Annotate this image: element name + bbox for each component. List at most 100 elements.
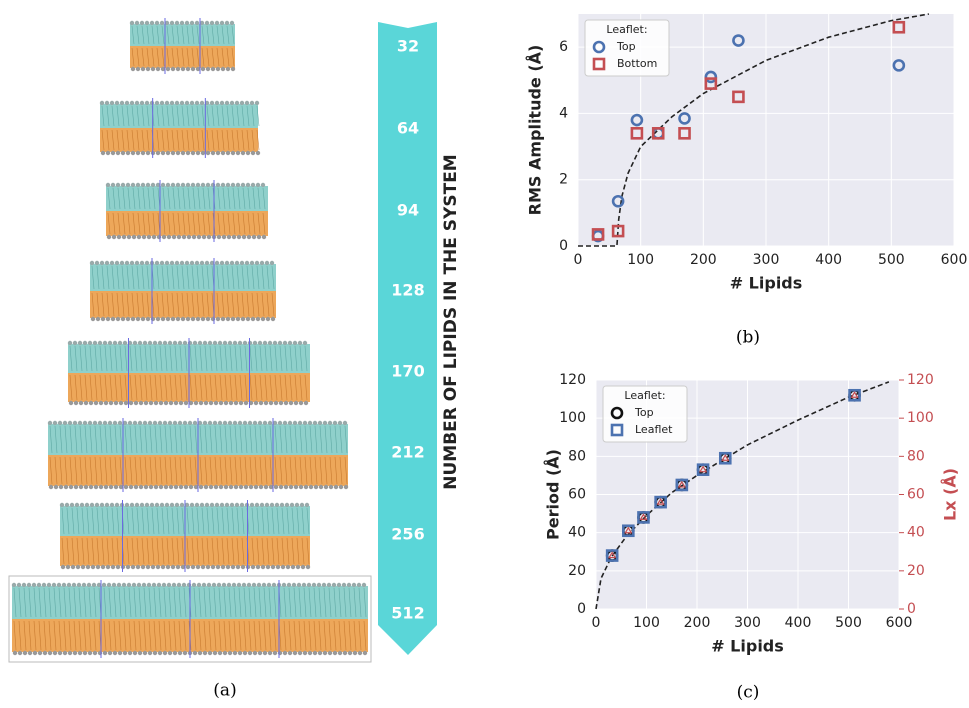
headgroup bbox=[135, 66, 141, 72]
tail bbox=[119, 345, 123, 372]
point bbox=[848, 388, 861, 402]
headgroup bbox=[184, 100, 190, 106]
tail bbox=[196, 537, 200, 565]
tail bbox=[184, 425, 188, 454]
tail bbox=[226, 129, 230, 151]
tail bbox=[274, 345, 278, 372]
headgroup bbox=[172, 420, 178, 426]
tail bbox=[166, 129, 170, 151]
tail bbox=[119, 456, 123, 485]
headgroup bbox=[74, 502, 80, 508]
headgroup bbox=[150, 564, 156, 570]
tail bbox=[221, 129, 225, 151]
headgroup bbox=[313, 484, 319, 490]
point bbox=[624, 526, 633, 534]
headgroup bbox=[203, 484, 209, 490]
tail bbox=[242, 187, 246, 210]
tail bbox=[181, 507, 185, 535]
headgroup bbox=[92, 420, 98, 426]
tail bbox=[249, 345, 253, 372]
headgroup bbox=[82, 420, 88, 426]
headgroup bbox=[185, 316, 191, 322]
headgroup bbox=[124, 100, 130, 106]
y2-tick-label: 20 bbox=[907, 563, 925, 579]
tail bbox=[121, 265, 125, 290]
tail bbox=[64, 456, 68, 485]
headgroup bbox=[155, 66, 161, 72]
headgroup bbox=[205, 66, 211, 72]
tail bbox=[131, 25, 135, 45]
headgroup bbox=[177, 650, 183, 656]
tail bbox=[234, 456, 238, 485]
headgroup bbox=[256, 582, 262, 588]
tail bbox=[257, 187, 261, 210]
headgroup bbox=[208, 400, 214, 406]
tail bbox=[303, 620, 307, 651]
x-axis-label: # Lipids bbox=[730, 274, 803, 293]
headgroup bbox=[146, 234, 152, 240]
headgroup bbox=[182, 340, 188, 346]
headgroup bbox=[205, 316, 211, 322]
headgroup bbox=[209, 20, 215, 26]
headgroup bbox=[213, 484, 219, 490]
headgroup bbox=[159, 502, 165, 508]
tail bbox=[144, 456, 148, 485]
headgroup bbox=[151, 582, 157, 588]
headgroup bbox=[246, 234, 252, 240]
tail bbox=[124, 345, 128, 372]
headgroup bbox=[188, 484, 194, 490]
tail bbox=[301, 507, 305, 535]
tail bbox=[103, 587, 107, 618]
headgroup bbox=[258, 484, 264, 490]
headgroup bbox=[118, 484, 124, 490]
headgroup bbox=[257, 420, 263, 426]
point bbox=[696, 463, 710, 476]
tail bbox=[281, 507, 285, 535]
point bbox=[591, 228, 605, 241]
headgroup bbox=[150, 66, 156, 72]
headgroup bbox=[115, 182, 121, 188]
tail bbox=[286, 537, 290, 565]
tail bbox=[166, 25, 170, 45]
tail bbox=[154, 425, 158, 454]
tail bbox=[192, 187, 196, 210]
x-tick-label: 200 bbox=[690, 252, 717, 268]
tail bbox=[186, 292, 190, 317]
headgroup bbox=[129, 100, 135, 106]
tail bbox=[146, 25, 150, 45]
tail bbox=[167, 212, 171, 235]
tail bbox=[294, 456, 298, 485]
tail bbox=[172, 212, 176, 235]
headgroup bbox=[111, 234, 117, 240]
tail bbox=[343, 620, 347, 651]
headgroup bbox=[107, 340, 113, 346]
headgroup bbox=[210, 182, 216, 188]
headgroup bbox=[78, 400, 84, 406]
headgroup bbox=[244, 100, 250, 106]
headgroup bbox=[93, 400, 99, 406]
headgroup bbox=[227, 420, 233, 426]
leaflet-bottom bbox=[130, 46, 235, 68]
headgroup bbox=[122, 420, 128, 426]
headgroup bbox=[255, 564, 261, 570]
headgroup bbox=[93, 484, 99, 490]
tail bbox=[61, 537, 65, 565]
headgroup bbox=[135, 182, 141, 188]
headgroup bbox=[183, 400, 189, 406]
tail bbox=[163, 620, 167, 651]
tail bbox=[299, 425, 303, 454]
headgroup bbox=[148, 400, 154, 406]
headgroup bbox=[138, 400, 144, 406]
headgroup bbox=[210, 316, 216, 322]
tail bbox=[299, 345, 303, 372]
y-tick-label: 40 bbox=[568, 525, 586, 541]
headgroup bbox=[65, 564, 71, 570]
headgroup bbox=[140, 150, 146, 156]
tail bbox=[109, 374, 113, 401]
headgroup bbox=[103, 400, 109, 406]
headgroup bbox=[150, 316, 156, 322]
x-tick-label: 100 bbox=[633, 615, 660, 631]
point bbox=[637, 511, 650, 524]
caption: (c) bbox=[737, 683, 760, 703]
x-tick-label: 200 bbox=[684, 615, 711, 631]
